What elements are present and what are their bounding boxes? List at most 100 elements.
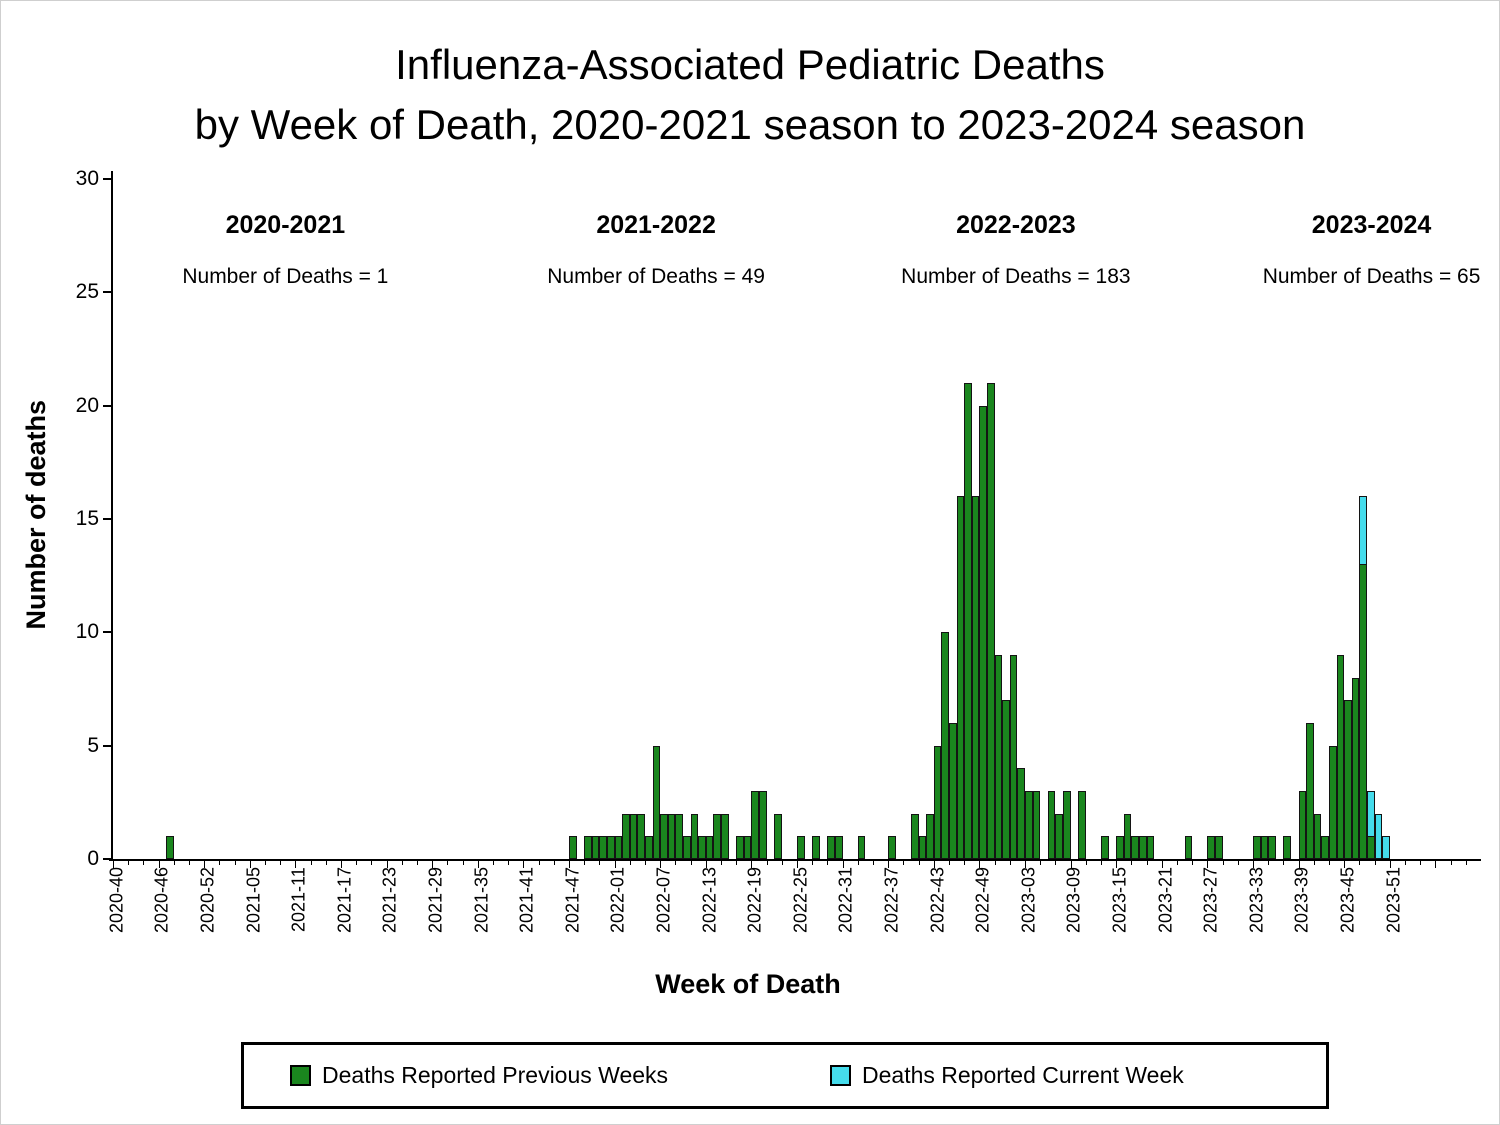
x-tick-label-2023-03: 2023-03 bbox=[1018, 867, 1039, 934]
bar-segment-previous-2022-29 bbox=[827, 836, 835, 859]
bar-2021-51 bbox=[599, 179, 607, 859]
bar-segment-previous-2023-19 bbox=[1146, 836, 1155, 859]
x-major-tick-2021-05 bbox=[249, 859, 251, 868]
bar-segment-previous-2023-34 bbox=[1260, 836, 1269, 859]
x-minor-tick-2020-44 bbox=[143, 859, 145, 865]
x-major-tick-2022-43 bbox=[933, 859, 935, 868]
x-major-tick-2024-05 bbox=[1435, 859, 1437, 868]
x-minor-tick-2021-07 bbox=[264, 859, 266, 865]
x-minor-tick-2020-42 bbox=[128, 859, 130, 865]
bar-2022-01 bbox=[614, 179, 623, 859]
bar-2023-10 bbox=[1078, 179, 1086, 859]
bar-segment-previous-2022-46 bbox=[956, 496, 965, 859]
legend-swatch-previous-weeks bbox=[290, 1065, 311, 1086]
x-minor-tick-2023-25 bbox=[1192, 859, 1194, 865]
bar-segment-previous-2022-45 bbox=[949, 723, 957, 859]
x-minor-tick-2023-11 bbox=[1085, 859, 1087, 865]
season-deaths-2021-2022: Number of Deaths = 49 bbox=[547, 265, 765, 288]
bar-segment-previous-2023-44 bbox=[1336, 655, 1345, 859]
x-tick-label-2021-11: 2021-11 bbox=[288, 867, 309, 932]
y-tick-10 bbox=[103, 631, 111, 634]
bar-2022-43 bbox=[933, 179, 942, 859]
x-minor-tick-2020-48 bbox=[173, 859, 175, 865]
bar-2022-03 bbox=[629, 179, 638, 859]
x-minor-tick-2023-07 bbox=[1055, 859, 1057, 865]
bar-2020-47 bbox=[166, 179, 174, 859]
bar-2023-27 bbox=[1207, 179, 1215, 859]
bar-segment-previous-2022-13 bbox=[705, 836, 714, 859]
bar-segment-previous-2022-49 bbox=[979, 405, 987, 859]
bar-2023-16 bbox=[1123, 179, 1132, 859]
bar-2022-49 bbox=[979, 179, 987, 859]
x-minor-tick-2022-05 bbox=[645, 859, 646, 865]
bar-segment-previous-2021-51 bbox=[599, 836, 607, 859]
bar-2021-47 bbox=[569, 179, 577, 859]
y-tick-30 bbox=[103, 178, 111, 180]
bar-2022-42 bbox=[926, 179, 934, 859]
season-deaths-2022-2023: Number of Deaths = 183 bbox=[901, 265, 1131, 288]
bar-2023-01 bbox=[1009, 179, 1018, 859]
x-minor-tick-2022-45 bbox=[949, 859, 950, 865]
bar-2023-07 bbox=[1055, 179, 1063, 859]
bar-2023-48 bbox=[1367, 179, 1375, 859]
x-tick-label-2020-46: 2020-46 bbox=[151, 867, 172, 934]
x-major-tick-2023-15 bbox=[1116, 859, 1118, 868]
bar-2023-37 bbox=[1283, 179, 1291, 859]
bar-2023-40 bbox=[1306, 179, 1314, 859]
bar-segment-previous-2021-49 bbox=[584, 836, 592, 859]
season-header-2021-2022: 2021-2022 bbox=[596, 211, 716, 239]
bar-segment-previous-2022-15 bbox=[720, 813, 729, 859]
y-tick-label-20: 20 bbox=[75, 393, 99, 417]
x-tick-label-2021-35: 2021-35 bbox=[471, 867, 492, 934]
x-minor-tick-2021-01 bbox=[219, 859, 221, 865]
x-minor-tick-2021-09 bbox=[280, 859, 282, 865]
x-minor-tick-2022-03 bbox=[629, 859, 631, 865]
bar-segment-current-2023-49 bbox=[1374, 813, 1383, 859]
x-minor-tick-2023-17 bbox=[1131, 859, 1133, 865]
bar-2023-33 bbox=[1253, 179, 1261, 859]
x-minor-tick-2022-51 bbox=[994, 859, 996, 865]
bar-segment-previous-2022-03 bbox=[629, 813, 638, 859]
bar-segment-previous-2022-52 bbox=[1002, 700, 1010, 859]
x-minor-tick-2023-43 bbox=[1328, 859, 1330, 865]
bar-segment-previous-2022-25 bbox=[797, 836, 805, 859]
bar-2022-29 bbox=[827, 179, 835, 859]
x-minor-tick-2021-15 bbox=[325, 859, 327, 865]
x-minor-tick-2022-33 bbox=[857, 859, 859, 865]
legend-label-current-week: Deaths Reported Current Week bbox=[862, 1062, 1184, 1088]
y-tick-20 bbox=[103, 404, 111, 407]
bar-2022-37 bbox=[888, 179, 896, 859]
bar-segment-previous-2022-47 bbox=[964, 383, 972, 859]
bar-segment-previous-2023-08 bbox=[1063, 791, 1071, 859]
x-major-tick-2020-46 bbox=[158, 859, 160, 868]
bar-segment-previous-2023-24 bbox=[1184, 836, 1193, 859]
bar-segment-previous-2022-01 bbox=[614, 836, 623, 859]
bar-2022-08 bbox=[667, 179, 676, 859]
bar-2021-52 bbox=[607, 179, 615, 859]
bar-2023-24 bbox=[1184, 179, 1193, 859]
bar-2022-33 bbox=[857, 179, 866, 859]
x-minor-tick-2021-49 bbox=[584, 859, 586, 865]
bar-2022-41 bbox=[918, 179, 927, 859]
x-tick-label-2022-13: 2022-13 bbox=[699, 867, 720, 934]
bar-segment-previous-2022-40 bbox=[911, 813, 919, 859]
x-minor-tick-2021-37 bbox=[493, 859, 494, 865]
x-tick-label-2023-15: 2023-15 bbox=[1109, 867, 1130, 934]
x-tick-label-2022-31: 2022-31 bbox=[835, 867, 856, 934]
y-tick-label-5: 5 bbox=[87, 733, 99, 757]
x-minor-tick-2023-29 bbox=[1222, 859, 1224, 865]
x-major-tick-2023-45 bbox=[1344, 859, 1346, 868]
chart-title-line2: by Week of Death, 2020-2021 season to 20… bbox=[194, 101, 1306, 148]
bar-segment-previous-2022-20 bbox=[759, 791, 767, 859]
bar-2022-40 bbox=[911, 179, 919, 859]
x-major-tick-2022-49 bbox=[979, 859, 981, 868]
x-minor-tick-2023-41 bbox=[1313, 859, 1315, 865]
x-major-tick-2021-35 bbox=[477, 859, 479, 868]
y-tick-label-0: 0 bbox=[87, 847, 99, 870]
bar-segment-previous-2023-45 bbox=[1344, 700, 1352, 859]
bar-segment-previous-2023-10 bbox=[1078, 791, 1086, 859]
bar-segment-previous-2022-22 bbox=[774, 813, 782, 859]
x-tick-label-2021-47: 2021-47 bbox=[562, 867, 583, 934]
legend-entry-current-week: Deaths Reported Current Week bbox=[830, 1045, 1184, 1106]
x-tick-label-2021-05: 2021-05 bbox=[243, 867, 264, 934]
